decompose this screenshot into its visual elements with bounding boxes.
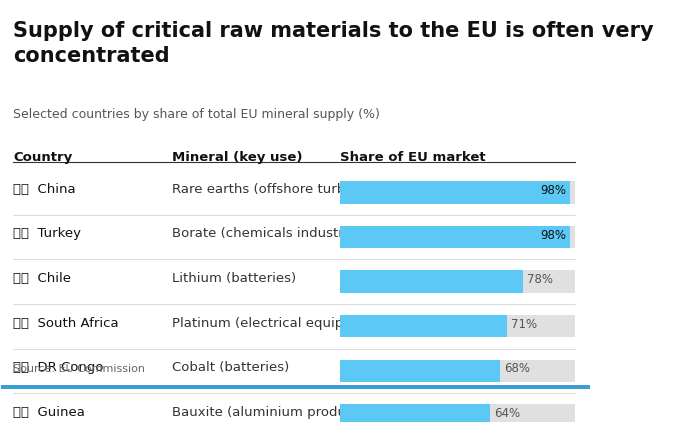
Text: 68%: 68% xyxy=(504,362,530,376)
Text: 98%: 98% xyxy=(540,184,567,197)
Bar xyxy=(340,404,575,422)
Text: 🇨🇱  Chile: 🇨🇱 Chile xyxy=(13,272,71,285)
Bar xyxy=(340,360,575,382)
Text: Rare earths (offshore turbines): Rare earths (offshore turbines) xyxy=(172,183,378,196)
Text: Supply of critical raw materials to the EU is often very
concentrated: Supply of critical raw materials to the … xyxy=(13,21,654,65)
Text: 🇨🇳  China: 🇨🇳 China xyxy=(13,183,76,196)
Text: 64%: 64% xyxy=(494,407,521,420)
Bar xyxy=(340,360,500,382)
Text: 78%: 78% xyxy=(527,273,553,286)
Bar xyxy=(340,271,575,293)
Text: Share of EU market: Share of EU market xyxy=(340,151,485,164)
Text: 🇬🇳  Guinea: 🇬🇳 Guinea xyxy=(13,406,85,419)
Text: 🇹🇷  Turkey: 🇹🇷 Turkey xyxy=(13,227,81,241)
Bar xyxy=(340,271,523,293)
Text: Country: Country xyxy=(13,151,72,164)
Bar xyxy=(1,384,589,389)
Text: 🇨🇩  DR Congo: 🇨🇩 DR Congo xyxy=(13,361,104,374)
Bar xyxy=(340,181,575,204)
Text: Source: EU Commission: Source: EU Commission xyxy=(13,364,145,374)
Text: 🇿🇦  South Africa: 🇿🇦 South Africa xyxy=(13,316,119,330)
Text: Platinum (electrical equipment): Platinum (electrical equipment) xyxy=(172,316,383,330)
Bar xyxy=(340,226,570,248)
Text: 71%: 71% xyxy=(511,318,537,331)
Text: Bauxite (aluminium production): Bauxite (aluminium production) xyxy=(172,406,384,419)
Text: Borate (chemicals industry): Borate (chemicals industry) xyxy=(172,227,357,241)
Text: Mineral (key use): Mineral (key use) xyxy=(172,151,302,164)
Bar xyxy=(340,181,570,204)
Text: Selected countries by share of total EU mineral supply (%): Selected countries by share of total EU … xyxy=(13,108,380,121)
Bar xyxy=(340,315,575,338)
Bar xyxy=(340,315,507,338)
Text: Cobalt (batteries): Cobalt (batteries) xyxy=(172,361,289,374)
Bar xyxy=(340,226,575,248)
Text: Lithium (batteries): Lithium (batteries) xyxy=(172,272,296,285)
Bar xyxy=(340,404,490,422)
Text: 98%: 98% xyxy=(540,229,567,241)
